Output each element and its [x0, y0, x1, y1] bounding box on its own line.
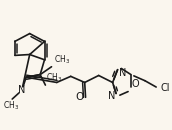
Text: CH$_3$: CH$_3$ [46, 72, 62, 84]
Text: N: N [18, 85, 25, 95]
Text: N: N [108, 91, 116, 101]
Text: CH$_3$: CH$_3$ [3, 100, 19, 112]
Text: N: N [119, 68, 126, 78]
Text: O: O [75, 92, 83, 102]
Text: CH$_3$: CH$_3$ [54, 54, 70, 66]
Text: Cl: Cl [161, 83, 170, 93]
Text: O: O [132, 79, 139, 89]
